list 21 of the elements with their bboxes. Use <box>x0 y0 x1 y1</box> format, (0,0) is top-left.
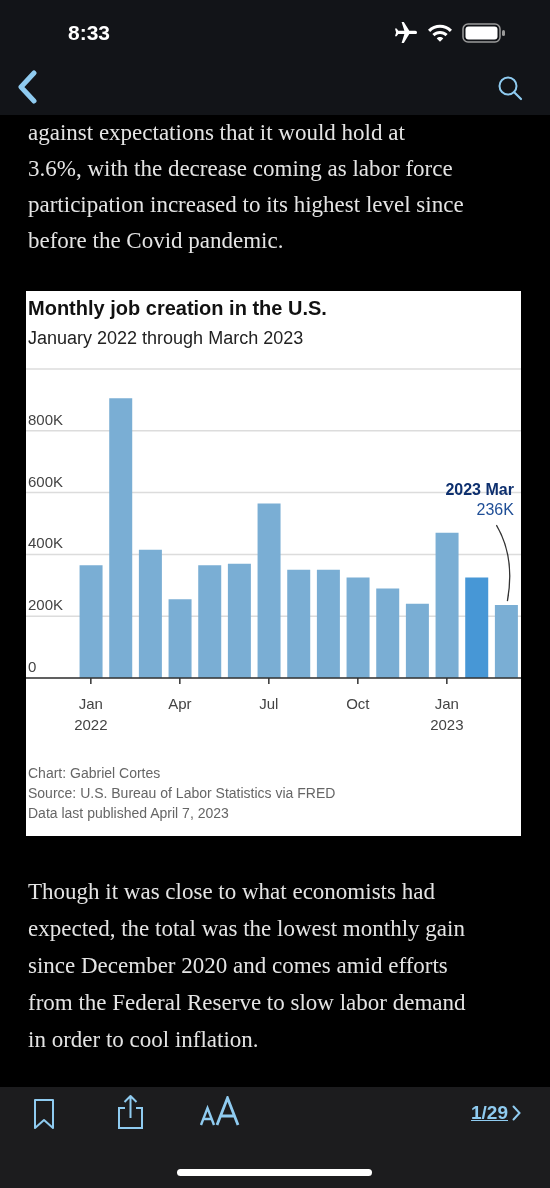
x-tick-label: Apr <box>168 695 192 712</box>
source-note: Source: U.S. Bureau of Labor Statistics via FRED <box>28 784 336 803</box>
text: Though it was close to what economists had expected, the total was the lowest monthly gain since December 2020 and comes amid efforts from the Federal Reserve to slow labor demand in order to cool inflation. <box>28 878 466 1054</box>
y-tick-label: 800K <box>28 410 64 428</box>
y-tick-label: 600K <box>28 472 64 490</box>
data-label: 236K <box>476 501 515 519</box>
text: Chart: Gabriel Cortes <box>28 764 162 783</box>
text: 8:33 <box>68 20 111 46</box>
annotation: 2023 Mar <box>445 481 514 499</box>
x-tick-label: Jul <box>259 695 279 712</box>
chart-title: Monthly job creation in the U.S. <box>28 296 327 320</box>
text: against expectations that it would hold at 3.6%, with the decrease coming as labor force participation increased to its highest level since before the Covid pandemic. <box>28 119 464 255</box>
chart-subtitle: January 2022 through March 2023 <box>28 327 304 349</box>
x-tick-label: Jan 2023 <box>430 695 464 733</box>
x-tick-label: Jan 2022 <box>74 695 108 733</box>
y-tick-label: 200K <box>28 596 64 614</box>
y-tick-label: 400K <box>28 534 64 552</box>
text: 1/29 <box>471 1101 508 1125</box>
x-tick-label: Oct <box>346 695 371 712</box>
text: Data last published April 7, 2023 <box>28 804 230 823</box>
y-tick-label: 0 <box>28 658 37 675</box>
